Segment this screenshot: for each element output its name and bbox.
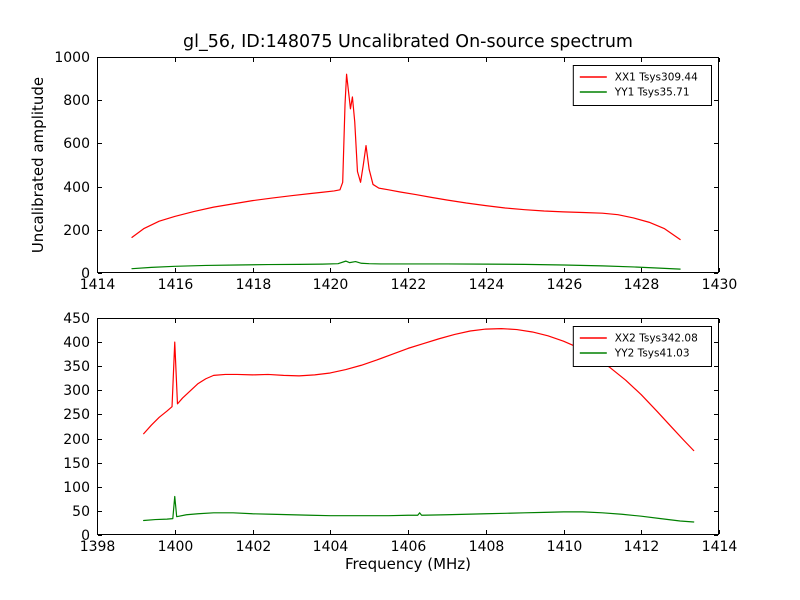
x-tick-label: 1400 <box>158 539 194 555</box>
x-axis-label: Frequency (MHz) <box>344 555 472 573</box>
x-tick-label: 1414 <box>80 277 116 293</box>
legend-label: YY1 Tsys35.71 <box>614 87 690 99</box>
x-tick-label: 1410 <box>547 539 583 555</box>
y-tick-label: 100 <box>63 480 90 496</box>
x-tick-label: 1418 <box>236 277 272 293</box>
y-tick-label: 400 <box>63 180 90 196</box>
legend-label: XX2 Tsys342.08 <box>615 333 698 345</box>
legend-box <box>572 65 712 106</box>
top-subplot: 1414 1416 1418 1420 1422 1424 1426 1428 1430 0 200… <box>54 50 737 293</box>
y-tick-label: 800 <box>63 93 90 109</box>
y-tick-label: 450 <box>63 311 90 327</box>
x-tick-label: 1420 <box>313 277 349 293</box>
y-tick-label: 250 <box>63 407 90 423</box>
legend: XX2 Tsys342.08 YY2 Tsys41.03 <box>572 326 712 367</box>
series-line-yy1 <box>131 260 681 270</box>
y-tick-label: 200 <box>63 432 90 448</box>
x-tick-label: 1426 <box>547 277 583 293</box>
legend-label: YY2 Tsys41.03 <box>614 348 690 360</box>
x-tick-label: 1430 <box>702 277 738 293</box>
y-tick-label: 200 <box>63 223 90 239</box>
y-tick-label: 400 <box>63 335 90 351</box>
series-line-yy2 <box>143 495 695 523</box>
y-tick-label: 150 <box>63 456 90 472</box>
figure-title: gl_56, ID:148075 Uncalibrated On-source … <box>183 32 633 52</box>
x-tick-label: 1408 <box>469 539 505 555</box>
y-tick-label: 0 <box>81 528 90 544</box>
y-tick-label: 600 <box>63 136 90 152</box>
legend-label: XX1 Tsys309.44 <box>615 72 698 84</box>
x-tick-label: 1416 <box>158 277 194 293</box>
x-tick-label: 1424 <box>469 277 505 293</box>
series-line-xx1 <box>131 73 681 241</box>
plot-frame <box>97 318 719 535</box>
x-tick-label: 1402 <box>236 539 272 555</box>
y-tick-label: 300 <box>63 383 90 399</box>
y-tick-label: 350 <box>63 359 90 375</box>
y-tick-label: 50 <box>72 504 90 520</box>
x-tick-label: 1422 <box>391 277 427 293</box>
x-tick-label: 1406 <box>391 539 427 555</box>
x-tick-label: 1398 <box>80 539 116 555</box>
x-tick-label: 1404 <box>313 539 349 555</box>
y-axis-label: Uncalibrated amplitude <box>29 76 47 254</box>
legend: XX1 Tsys309.44 YY1 Tsys35.71 <box>572 65 712 106</box>
x-tick-label: 1414 <box>702 539 738 555</box>
x-tick-label: 1428 <box>624 277 660 293</box>
y-tick-label: 1000 <box>54 50 90 66</box>
legend-box <box>572 326 712 367</box>
bottom-subplot: 1398 1400 1402 1404 1406 1408 1410 1412 1414 0 50 1… <box>63 311 737 555</box>
plot-frame <box>97 57 719 273</box>
x-tick-label: 1412 <box>624 539 660 555</box>
y-tick-label: 0 <box>81 266 90 282</box>
